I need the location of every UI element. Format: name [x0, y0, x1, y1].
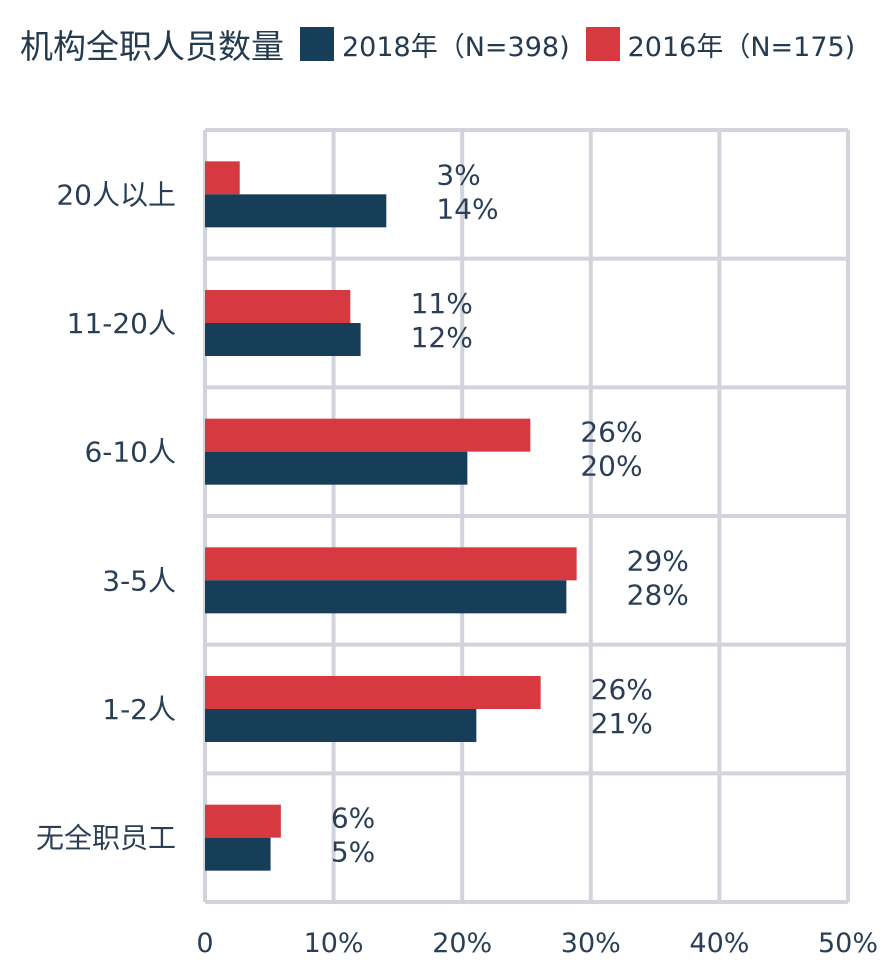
legend-item-2018: 2018年（N=398) [300, 25, 570, 64]
bar-1-3 [205, 580, 567, 614]
data-label-0-2: 26% [580, 416, 642, 449]
category-label-0: 20人以上 [56, 178, 176, 211]
chart-title: 机构全职人员数量 [20, 27, 284, 66]
category-label-5: 无全职员工 [36, 822, 176, 855]
bar-0-4 [205, 676, 541, 709]
x-tick-label-2: 20% [432, 928, 492, 959]
data-label-0-1: 11% [411, 287, 473, 320]
chart-header: 机构全职人员数量 2018年（N=398) 2016年（N=175) [20, 14, 855, 74]
bar-1-0 [205, 194, 387, 228]
bar-1-5 [205, 837, 271, 871]
data-label-1-5: 5% [331, 836, 375, 869]
legend-item-2016: 2016年（N=175) [585, 25, 856, 64]
bar-0-2 [205, 418, 531, 452]
bar-1-4 [205, 709, 477, 742]
data-label-0-0: 3% [436, 158, 480, 191]
category-label-3: 3-5人 [102, 564, 176, 597]
x-tick-label-3: 30% [561, 928, 621, 959]
legend-swatch-2016 [585, 27, 620, 61]
data-label-1-2: 20% [580, 450, 642, 483]
category-label-2: 6-10人 [84, 436, 176, 469]
x-tick-label-1: 10% [304, 928, 364, 959]
bar-0-3 [205, 547, 577, 581]
x-tick-label-0: 0 [196, 928, 213, 959]
bar-0-5 [205, 804, 281, 838]
data-label-1-4: 21% [591, 707, 653, 740]
legend-label-2018: 2018年（N=398) [342, 31, 570, 63]
category-label-4: 1-2人 [102, 693, 176, 726]
bar-0-0 [205, 161, 240, 195]
legend-label-2016: 2016年（N=175) [627, 31, 856, 63]
data-label-0-4: 26% [591, 673, 653, 706]
data-label-1-0: 14% [436, 192, 498, 225]
data-label-0-3: 29% [627, 544, 689, 577]
data-label-0-5: 6% [331, 802, 375, 835]
bar-1-1 [205, 323, 361, 356]
x-tick-label-4: 40% [689, 928, 749, 959]
data-label-1-3: 28% [627, 578, 689, 611]
x-tick-label-5: 50% [818, 928, 878, 959]
legend-swatch-2018 [300, 27, 334, 61]
bar-0-1 [205, 290, 351, 323]
data-label-1-1: 12% [411, 321, 473, 354]
bar-1-2 [205, 451, 468, 485]
category-label-1: 11-20人 [67, 307, 176, 340]
